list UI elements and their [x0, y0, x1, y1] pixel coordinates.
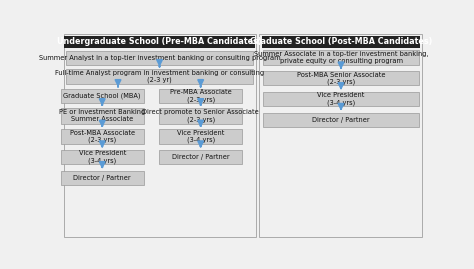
Text: Graduate School (MBA): Graduate School (MBA) — [64, 93, 141, 99]
FancyBboxPatch shape — [159, 89, 242, 103]
Text: Director / Partner: Director / Partner — [73, 175, 131, 181]
Text: Director / Partner: Director / Partner — [312, 117, 370, 123]
Text: Vice President
(3-4 yrs): Vice President (3-4 yrs) — [177, 130, 224, 143]
FancyBboxPatch shape — [263, 50, 419, 65]
FancyBboxPatch shape — [61, 108, 144, 123]
Text: Vice President
(3-4 yrs): Vice President (3-4 yrs) — [79, 150, 126, 164]
FancyBboxPatch shape — [66, 69, 253, 84]
Text: Pre-MBA Associate
(2-3 yrs): Pre-MBA Associate (2-3 yrs) — [170, 89, 232, 102]
FancyBboxPatch shape — [64, 36, 255, 48]
FancyBboxPatch shape — [61, 171, 144, 185]
FancyBboxPatch shape — [66, 51, 253, 65]
FancyBboxPatch shape — [263, 71, 419, 85]
FancyBboxPatch shape — [263, 113, 419, 127]
FancyBboxPatch shape — [61, 89, 144, 103]
Text: Post-MBA Senior Associate
(2-3 yrs): Post-MBA Senior Associate (2-3 yrs) — [297, 72, 385, 85]
FancyBboxPatch shape — [61, 150, 144, 164]
Text: Summer Associate in a top-tier investment banking,
private equity or consulting : Summer Associate in a top-tier investmen… — [254, 51, 428, 64]
Text: Summer Analyst in a top-tier investment banking or consulting program: Summer Analyst in a top-tier investment … — [39, 55, 280, 61]
Text: Undergraduate School (Pre-MBA Candidates): Undergraduate School (Pre-MBA Candidates… — [57, 37, 262, 46]
FancyBboxPatch shape — [159, 108, 242, 123]
FancyBboxPatch shape — [262, 36, 420, 48]
Text: PE or Investment Banking
Summer Associate: PE or Investment Banking Summer Associat… — [59, 109, 146, 122]
Text: Vice President
(3-4 yrs): Vice President (3-4 yrs) — [317, 92, 365, 106]
Text: Post-MBA Associate
(2-3 yrs): Post-MBA Associate (2-3 yrs) — [70, 130, 135, 143]
Text: Full-time Analyst program in investment banking or consulting
(2-3 yr): Full-time Analyst program in investment … — [55, 70, 264, 83]
Text: Direct promote to Senior Associate
(2-3 yrs): Direct promote to Senior Associate (2-3 … — [142, 109, 259, 122]
FancyBboxPatch shape — [159, 150, 242, 164]
FancyBboxPatch shape — [159, 129, 242, 143]
Text: Director / Partner: Director / Partner — [172, 154, 229, 160]
FancyBboxPatch shape — [263, 92, 419, 106]
Text: Graduate School (Post-MBA Candidates): Graduate School (Post-MBA Candidates) — [250, 37, 432, 46]
FancyBboxPatch shape — [61, 129, 144, 143]
